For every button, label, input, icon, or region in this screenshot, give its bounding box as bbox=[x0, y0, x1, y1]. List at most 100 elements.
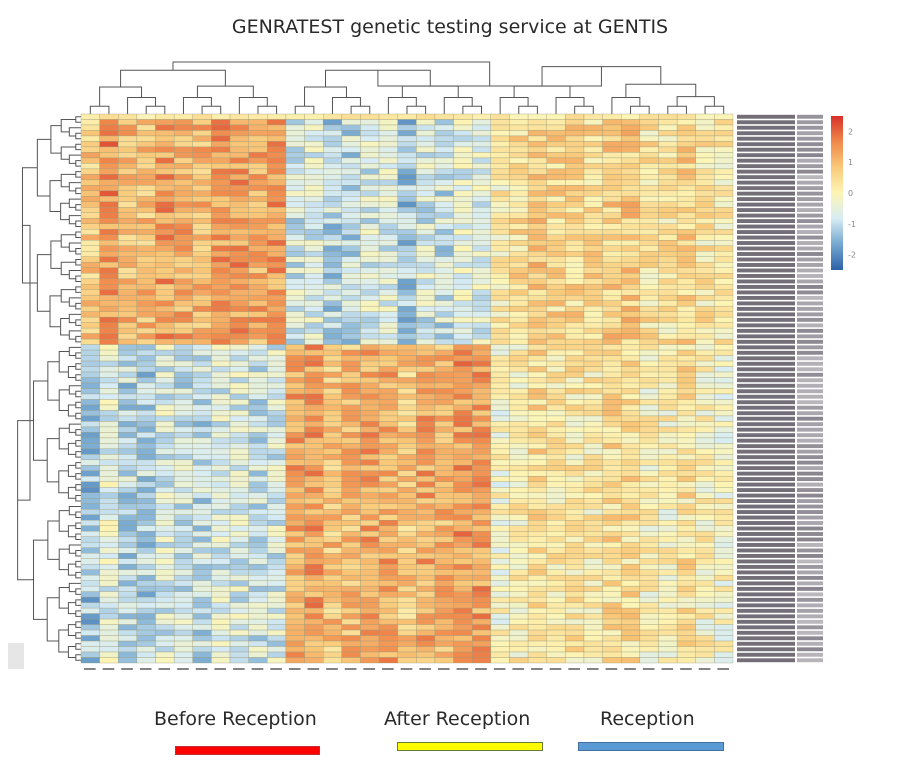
heatmap-cell bbox=[658, 360, 678, 367]
heatmap-cell bbox=[285, 223, 305, 230]
heatmap-cell bbox=[341, 492, 361, 499]
heatmap-cell bbox=[546, 498, 566, 504]
heatmap-cell bbox=[173, 113, 193, 120]
heatmap-cell bbox=[173, 602, 193, 609]
heatmap-cell bbox=[99, 574, 119, 581]
heatmap-cell bbox=[378, 635, 398, 642]
heatmap-cell bbox=[676, 377, 696, 384]
heatmap-cell bbox=[397, 514, 417, 521]
heatmap-cell bbox=[285, 338, 305, 345]
heatmap-cell bbox=[416, 393, 436, 400]
heatmap-cell bbox=[453, 404, 473, 411]
heatmap-cell bbox=[583, 256, 603, 263]
heatmap-cell bbox=[565, 536, 585, 543]
heatmap-cell bbox=[322, 316, 342, 323]
heatmap-cell bbox=[490, 366, 510, 373]
heatmap-cell bbox=[658, 520, 678, 526]
heatmap-cell bbox=[583, 432, 603, 439]
heatmap-cell bbox=[602, 355, 622, 362]
heatmap-cell bbox=[229, 613, 249, 620]
heatmap-cell bbox=[714, 360, 734, 367]
heatmap-cell bbox=[453, 503, 473, 510]
heatmap-cell bbox=[695, 536, 715, 543]
heatmap-cell bbox=[173, 305, 193, 312]
heatmap-cell bbox=[155, 591, 175, 598]
heatmap-cell bbox=[211, 481, 231, 488]
heatmap-cell bbox=[397, 294, 417, 301]
heatmap-cell bbox=[99, 124, 119, 131]
heatmap-cell bbox=[453, 421, 473, 428]
heatmap-cell bbox=[527, 454, 547, 461]
heatmap-cell bbox=[322, 399, 342, 406]
heatmap-cell bbox=[378, 256, 398, 263]
heatmap-cell bbox=[434, 624, 454, 631]
heatmap-cell bbox=[155, 201, 175, 208]
heatmap-cell bbox=[192, 240, 212, 246]
heatmap-cell bbox=[695, 393, 715, 400]
heatmap-cell bbox=[173, 240, 193, 246]
heatmap-cell bbox=[714, 415, 734, 422]
heatmap-cell bbox=[658, 564, 678, 570]
heatmap-cell bbox=[453, 569, 473, 576]
heatmap-cell bbox=[676, 547, 696, 554]
heatmap-cell bbox=[676, 503, 696, 510]
heatmap-cell bbox=[621, 338, 641, 345]
heatmap-cell bbox=[490, 421, 510, 428]
heatmap-cell bbox=[472, 119, 492, 126]
heatmap-cell bbox=[639, 437, 659, 444]
heatmap-cell bbox=[509, 426, 529, 433]
heatmap-cell bbox=[714, 591, 734, 598]
heatmap-cell bbox=[509, 404, 529, 411]
heatmap-cell bbox=[397, 640, 417, 647]
heatmap-cell bbox=[397, 437, 417, 444]
heatmap-cell bbox=[136, 542, 156, 548]
heatmap-cell bbox=[155, 525, 175, 532]
heatmap-cell bbox=[416, 179, 436, 186]
heatmap-cell bbox=[80, 240, 100, 246]
heatmap-cell bbox=[99, 240, 119, 246]
heatmap-cell bbox=[248, 602, 268, 609]
heatmap-cell bbox=[490, 355, 510, 362]
heatmap-cell bbox=[304, 256, 324, 263]
heatmap-cell bbox=[621, 371, 641, 378]
heatmap-cell bbox=[248, 135, 268, 142]
heatmap-cell bbox=[80, 410, 100, 417]
heatmap-cell bbox=[434, 316, 454, 323]
heatmap-cell bbox=[621, 262, 641, 268]
heatmap-cell bbox=[80, 245, 100, 252]
heatmap-cell bbox=[527, 618, 547, 625]
heatmap-cell bbox=[248, 492, 268, 499]
heatmap-cell bbox=[267, 245, 287, 252]
heatmap-cell bbox=[583, 135, 603, 142]
heatmap-cell bbox=[99, 651, 119, 658]
heatmap-cell bbox=[546, 564, 566, 570]
heatmap-cell bbox=[267, 124, 287, 131]
row-label bbox=[737, 389, 795, 394]
heatmap-cell bbox=[360, 201, 380, 208]
heatmap-cell bbox=[658, 366, 678, 373]
heatmap-cell bbox=[155, 223, 175, 230]
heatmap-cell bbox=[378, 294, 398, 301]
heatmap-cell bbox=[658, 613, 678, 620]
dendrogram-branch bbox=[68, 215, 81, 225]
row-label bbox=[737, 120, 795, 125]
heatmap-cell bbox=[378, 547, 398, 554]
heatmap-cell bbox=[360, 311, 380, 318]
heatmap-cell bbox=[416, 591, 436, 598]
heatmap-cell bbox=[434, 448, 454, 455]
heatmap-cell bbox=[472, 223, 492, 230]
heatmap-cell bbox=[527, 300, 547, 307]
heatmap-cell bbox=[509, 514, 529, 521]
heatmap-cell bbox=[248, 399, 268, 406]
dendrogram-branch bbox=[75, 412, 81, 420]
heatmap-cell bbox=[136, 234, 156, 241]
heatmap-cell bbox=[155, 190, 175, 197]
heatmap-cell bbox=[695, 487, 715, 493]
heatmap-cell bbox=[118, 509, 138, 515]
heatmap-cell bbox=[285, 432, 305, 439]
heatmap-cell bbox=[695, 618, 715, 625]
heatmap-cell bbox=[397, 476, 417, 483]
heatmap-cell bbox=[583, 454, 603, 461]
heatmap-cell bbox=[155, 185, 175, 192]
heatmap-cell bbox=[490, 613, 510, 620]
